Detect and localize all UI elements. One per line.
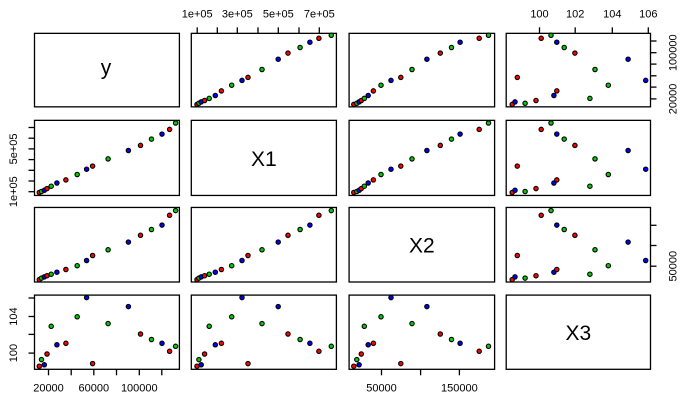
svg-text:X2: X2 bbox=[409, 235, 435, 258]
svg-text:y: y bbox=[101, 56, 112, 79]
svg-text:150000: 150000 bbox=[441, 382, 478, 394]
svg-text:102: 102 bbox=[566, 9, 584, 21]
svg-text:1e+05: 1e+05 bbox=[182, 9, 213, 21]
svg-text:60000: 60000 bbox=[79, 382, 110, 394]
svg-text:5e+05: 5e+05 bbox=[8, 133, 20, 164]
svg-text:1e+05: 1e+05 bbox=[8, 176, 20, 207]
svg-text:100000: 100000 bbox=[668, 34, 680, 71]
svg-text:7e+05: 7e+05 bbox=[304, 9, 335, 21]
svg-text:100: 100 bbox=[8, 344, 20, 362]
svg-text:3e+05: 3e+05 bbox=[222, 9, 253, 21]
svg-text:20000: 20000 bbox=[33, 382, 64, 394]
svg-text:5e+05: 5e+05 bbox=[263, 9, 294, 21]
svg-text:106: 106 bbox=[639, 9, 657, 21]
svg-text:20000: 20000 bbox=[668, 84, 680, 115]
svg-text:104: 104 bbox=[8, 307, 20, 325]
svg-text:100000: 100000 bbox=[121, 382, 158, 394]
svg-text:104: 104 bbox=[603, 9, 621, 21]
svg-text:X1: X1 bbox=[251, 148, 277, 171]
svg-text:50000: 50000 bbox=[668, 251, 680, 282]
svg-text:X3: X3 bbox=[566, 322, 592, 345]
svg-text:100: 100 bbox=[530, 9, 548, 21]
svg-text:50000: 50000 bbox=[366, 382, 397, 394]
